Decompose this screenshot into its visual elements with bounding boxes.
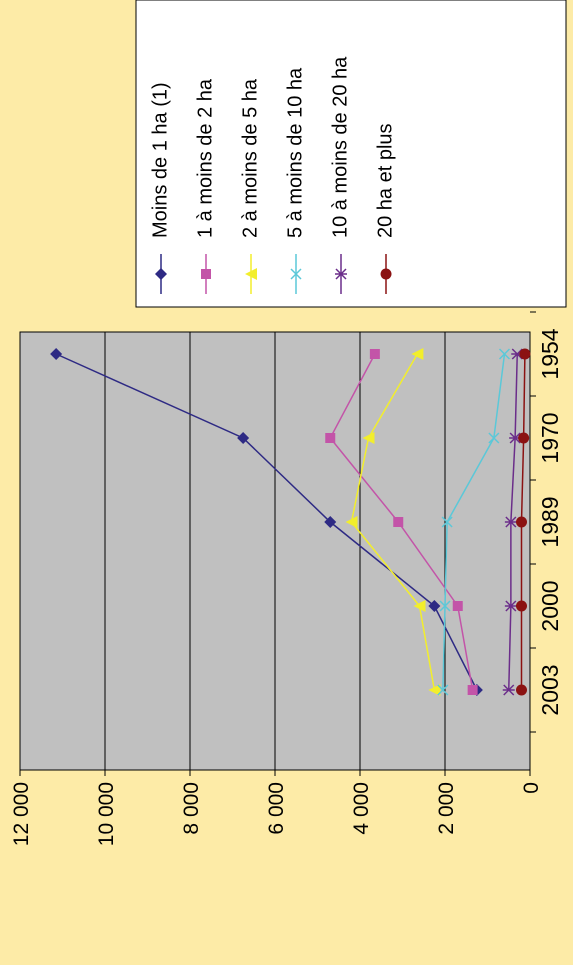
series-6	[516, 348, 531, 696]
axes: 0 2 000 4 000 6 000 8 000 10 000 12 000 1954 197…	[10, 311, 563, 846]
gridlines	[104, 332, 446, 770]
data-point	[516, 600, 527, 612]
legend-item: 1 à moins de 2 ha	[194, 78, 216, 294]
data-point	[488, 432, 500, 444]
legend-label: 20 ha et plus	[374, 123, 396, 238]
legend-item: 2 à moins de 5 ha	[239, 78, 261, 294]
category-label: 1989	[537, 496, 563, 547]
data-point	[498, 348, 511, 360]
data-point	[245, 268, 257, 280]
legend-label: 10 à moins de 20 ha	[329, 56, 351, 238]
legend-label: Moins de 1 ha (1)	[149, 82, 171, 238]
data-point	[393, 517, 404, 527]
legend-item: 5 à moins de 10 ha	[284, 67, 306, 294]
data-point	[237, 432, 250, 444]
data-point	[411, 348, 424, 360]
data-point	[345, 516, 358, 528]
data-point	[516, 516, 527, 528]
category-label: 1970	[537, 412, 563, 463]
value-tick-label: 2 000	[435, 782, 458, 835]
value-tick-label: 6 000	[265, 782, 288, 835]
data-point	[504, 516, 517, 528]
data-point	[502, 684, 515, 696]
legend-label: 1 à moins de 2 ha	[194, 78, 216, 238]
data-point	[325, 433, 336, 443]
data-point	[50, 348, 63, 360]
data-point	[467, 685, 478, 695]
legend-label: 5 à moins de 10 ha	[284, 67, 306, 238]
data-point	[324, 516, 337, 528]
data-point	[290, 268, 302, 280]
category-label: 2003	[537, 664, 563, 715]
legend: Moins de 1 ha (1) 1 à moins de 2 ha 2 à mo…	[135, 0, 567, 308]
series-4	[437, 348, 511, 696]
data-point	[437, 684, 449, 696]
value-tick-label: 4 000	[350, 782, 373, 835]
data-point	[362, 432, 375, 444]
data-point	[428, 600, 441, 612]
legend-label: 2 à moins de 5 ha	[239, 78, 261, 238]
data-point	[516, 684, 527, 696]
data-point	[519, 348, 531, 360]
data-point	[369, 349, 380, 359]
data-point	[439, 600, 451, 612]
data-point	[335, 268, 347, 280]
data-point	[155, 268, 167, 280]
legend-box	[135, 0, 567, 308]
data-point	[380, 268, 392, 280]
legend-item: 20 ha et plus	[374, 123, 396, 294]
data-point	[504, 600, 517, 612]
series-2	[325, 349, 478, 695]
value-tick-label: 10 000	[95, 782, 118, 846]
series-3	[345, 348, 441, 696]
category-label: 1954	[537, 328, 563, 379]
data-point	[201, 269, 211, 279]
value-tick-label: 12 000	[10, 782, 33, 846]
data-point	[413, 600, 426, 612]
data-point	[428, 684, 441, 696]
data-point	[518, 432, 530, 444]
value-tick-label: 0	[520, 782, 543, 794]
series-5	[502, 348, 524, 696]
value-tick-label: 8 000	[180, 782, 203, 835]
data-point	[452, 601, 463, 611]
legend-item: Moins de 1 ha (1)	[149, 82, 171, 294]
legend-item: 10 à moins de 20 ha	[329, 56, 351, 294]
series-layer	[50, 348, 531, 696]
data-point	[441, 516, 453, 528]
category-label: 2000	[537, 580, 563, 631]
